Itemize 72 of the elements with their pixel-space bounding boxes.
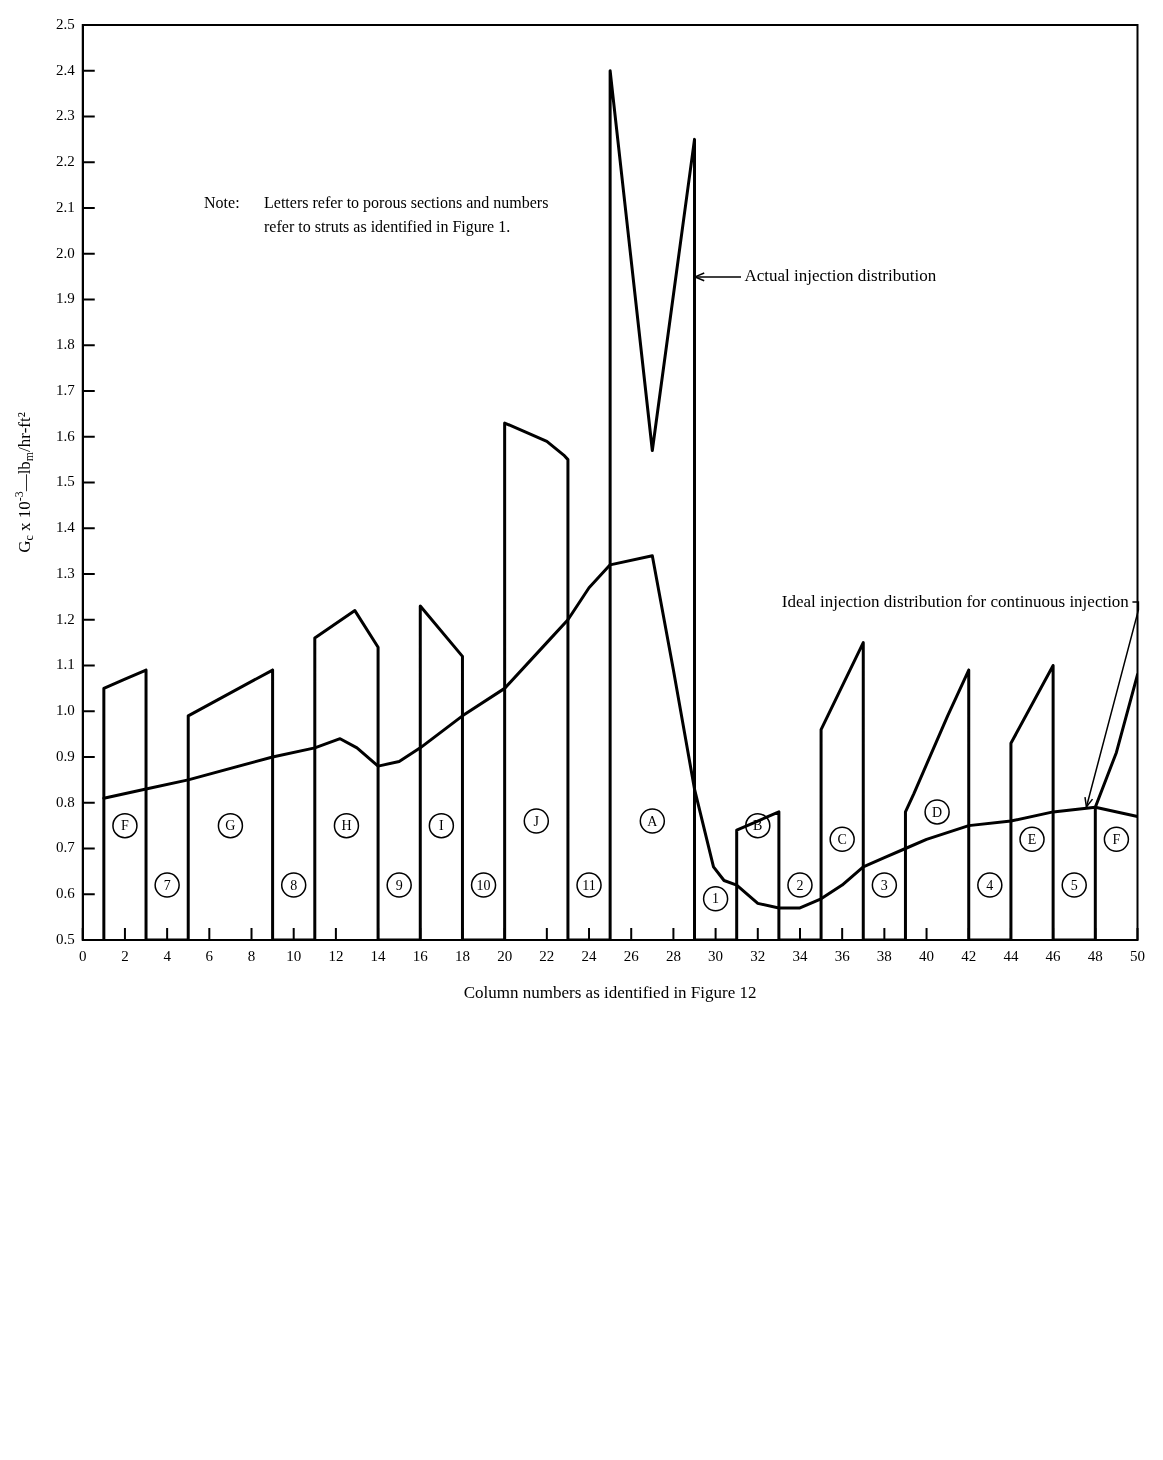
y-tick-label: 2.4 — [56, 61, 76, 78]
x-tick-label: 10 — [286, 947, 302, 964]
annotation: J — [533, 813, 540, 829]
y-tick-label: 1.4 — [56, 519, 76, 536]
x-tick-label: 20 — [497, 947, 513, 964]
annotation: 8 — [290, 877, 298, 893]
x-tick-label: 32 — [750, 947, 766, 964]
y-tick-label: 1.1 — [56, 656, 75, 673]
y-tick-label: 1.0 — [56, 702, 75, 719]
y-tick-label: 0.5 — [56, 930, 75, 947]
annotation: F — [121, 818, 130, 834]
x-tick-label: 8 — [247, 947, 256, 964]
annotation: A — [647, 813, 659, 829]
annotation: H — [341, 818, 352, 834]
x-tick-label: 18 — [454, 947, 470, 964]
y-tick-label: 1.7 — [56, 381, 76, 398]
y-tick-label: 1.3 — [56, 564, 75, 581]
y-tick-label: 0.8 — [56, 793, 75, 810]
annotation: 2 — [796, 877, 804, 893]
annotation: 4 — [986, 877, 994, 893]
x-tick-label: 28 — [665, 947, 681, 964]
x-tick-label: 38 — [876, 947, 892, 964]
y-tick-label: 1.9 — [56, 290, 75, 307]
y-tick-label: 0.7 — [56, 839, 76, 856]
annotation: 7 — [163, 877, 171, 893]
y-axis-title: Gc x 10-3—lbm/hr-ft² — [12, 412, 37, 553]
x-axis-title: Column numbers as identified in Figure 12 — [463, 983, 757, 1003]
y-tick-label: 1.6 — [56, 427, 76, 444]
annotation: 11 — [582, 877, 596, 893]
x-tick-label: 16 — [412, 947, 429, 964]
x-tick-label: 6 — [205, 947, 214, 964]
y-tick-label: 2.5 — [56, 15, 75, 32]
x-tick-label: 24 — [581, 947, 598, 964]
annotation: G — [225, 818, 236, 834]
x-tick-label: 50 — [1130, 947, 1145, 964]
y-tick-label: 2.3 — [56, 107, 75, 124]
x-tick-label: 34 — [792, 947, 808, 964]
annotation: F — [1112, 832, 1121, 848]
y-tick-label: 1.8 — [56, 336, 75, 353]
y-tick-label: 0.9 — [56, 747, 75, 764]
y-tick-label: 1.2 — [56, 610, 75, 627]
y-tick-label: 2.1 — [56, 198, 75, 215]
x-tick-label: 2 — [121, 947, 129, 964]
annotation: D — [932, 804, 943, 820]
x-tick-label: 4 — [163, 947, 172, 964]
y-tick-label: 1.5 — [56, 473, 75, 490]
x-tick-label: 46 — [1045, 947, 1062, 964]
annotation: C — [837, 832, 847, 848]
annotation: 3 — [880, 877, 888, 893]
annotation: 9 — [395, 877, 403, 893]
x-tick-label: 0 — [79, 947, 87, 964]
annotation: 10 — [476, 877, 491, 893]
x-tick-label: 36 — [834, 947, 851, 964]
x-tick-label: 40 — [919, 947, 935, 964]
annotation: I — [439, 818, 445, 834]
x-tick-label: 14 — [370, 947, 387, 964]
y-tick-label: 2.0 — [56, 244, 75, 261]
x-tick-label: 48 — [1087, 947, 1103, 964]
x-tick-label: 26 — [623, 947, 640, 964]
annotation: Ideal injection distribution for continuous injection — [781, 591, 1130, 611]
text: Note: Letters refer to porous sections and numbers refer to struts as identified in Figure 1. — [204, 194, 549, 235]
x-tick-label: 22 — [539, 947, 555, 964]
x-tick-label: 44 — [1003, 947, 1019, 964]
annotation: Actual injection distribution — [744, 266, 937, 286]
x-tick-label: 42 — [961, 947, 977, 964]
x-tick-label: 30 — [708, 947, 724, 964]
annotation: 5 — [1070, 877, 1078, 893]
y-tick-label: 2.2 — [56, 153, 75, 170]
x-tick-label: 12 — [328, 947, 344, 964]
annotation: 1 — [712, 891, 720, 907]
annotation: E — [1027, 832, 1037, 848]
y-tick-label: 0.6 — [56, 885, 76, 902]
